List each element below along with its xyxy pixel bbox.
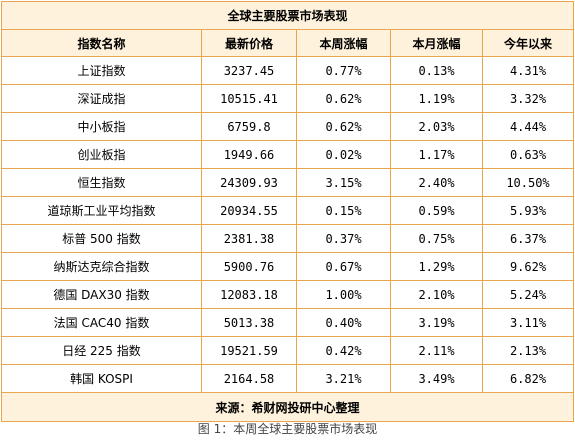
latest-price-cell: 10515.41 [201, 84, 297, 113]
table-row: 德国 DAX30 指数 12083.18 1.00% 2.10% 5.24% [1, 280, 574, 309]
ytd-change-cell: 3.11% [482, 308, 574, 337]
month-change-cell: 1.19% [390, 84, 483, 113]
table-source-note: 来源：希财网投研中心整理 [1, 392, 574, 422]
month-change-cell: 1.17% [390, 140, 483, 169]
header-week-change: 本周涨幅 [296, 29, 391, 57]
table-row: 道琼斯工业平均指数 20934.55 0.15% 0.59% 5.93% [1, 196, 574, 225]
index-name-cell: 德国 DAX30 指数 [1, 280, 202, 309]
index-name-cell: 日经 225 指数 [1, 336, 202, 365]
latest-price-cell: 1949.66 [201, 140, 297, 169]
week-change-cell: 0.40% [296, 308, 391, 337]
month-change-cell: 2.11% [390, 336, 483, 365]
ytd-change-cell: 5.93% [482, 196, 574, 225]
header-ytd-change: 今年以来 [482, 29, 574, 57]
month-change-cell: 2.40% [390, 168, 483, 197]
latest-price-cell: 3237.45 [201, 56, 297, 85]
market-table-container: 全球主要股票市场表现 指数名称 最新价格 本周涨幅 本月涨幅 今年以来 上证指数… [1, 1, 574, 422]
ytd-change-cell: 4.44% [482, 112, 574, 141]
month-change-cell: 0.75% [390, 224, 483, 253]
latest-price-cell: 24309.93 [201, 168, 297, 197]
ytd-change-cell: 6.37% [482, 224, 574, 253]
index-name-cell: 纳斯达克综合指数 [1, 252, 202, 281]
header-month-change: 本月涨幅 [390, 29, 483, 57]
table-row: 纳斯达克综合指数 5900.76 0.67% 1.29% 9.62% [1, 252, 574, 281]
ytd-change-cell: 6.82% [482, 364, 574, 393]
week-change-cell: 3.21% [296, 364, 391, 393]
index-name-cell: 恒生指数 [1, 168, 202, 197]
month-change-cell: 2.03% [390, 112, 483, 141]
ytd-change-cell: 9.62% [482, 252, 574, 281]
week-change-cell: 0.62% [296, 84, 391, 113]
month-change-cell: 0.59% [390, 196, 483, 225]
index-name-cell: 中小板指 [1, 112, 202, 141]
week-change-cell: 3.15% [296, 168, 391, 197]
ytd-change-cell: 3.32% [482, 84, 574, 113]
index-name-cell: 韩国 KOSPI [1, 364, 202, 393]
latest-price-cell: 5900.76 [201, 252, 297, 281]
index-name-cell: 道琼斯工业平均指数 [1, 196, 202, 225]
month-change-cell: 0.13% [390, 56, 483, 85]
latest-price-cell: 20934.55 [201, 196, 297, 225]
ytd-change-cell: 2.13% [482, 336, 574, 365]
index-name-cell: 标普 500 指数 [1, 224, 202, 253]
latest-price-cell: 2381.38 [201, 224, 297, 253]
market-performance-table: 全球主要股票市场表现 指数名称 最新价格 本周涨幅 本月涨幅 今年以来 上证指数… [1, 1, 574, 422]
header-latest-price: 最新价格 [201, 29, 297, 57]
month-change-cell: 1.29% [390, 252, 483, 281]
week-change-cell: 0.37% [296, 224, 391, 253]
ytd-change-cell: 0.63% [482, 140, 574, 169]
ytd-change-cell: 5.24% [482, 280, 574, 309]
table-row: 创业板指 1949.66 0.02% 1.17% 0.63% [1, 140, 574, 169]
table-row: 上证指数 3237.45 0.77% 0.13% 4.31% [1, 56, 574, 85]
index-name-cell: 创业板指 [1, 140, 202, 169]
month-change-cell: 3.49% [390, 364, 483, 393]
month-change-cell: 3.19% [390, 308, 483, 337]
index-name-cell: 法国 CAC40 指数 [1, 308, 202, 337]
figure-caption: 图 1：本周全球主要股票市场表现 [197, 422, 378, 436]
table-row: 深证成指 10515.41 0.62% 1.19% 3.32% [1, 84, 574, 113]
week-change-cell: 0.02% [296, 140, 391, 169]
header-index-name: 指数名称 [1, 29, 202, 57]
week-change-cell: 0.42% [296, 336, 391, 365]
latest-price-cell: 6759.8 [201, 112, 297, 141]
index-name-cell: 深证成指 [1, 84, 202, 113]
week-change-cell: 0.77% [296, 56, 391, 85]
table-row: 韩国 KOSPI 2164.58 3.21% 3.49% 6.82% [1, 364, 574, 393]
latest-price-cell: 12083.18 [201, 280, 297, 309]
latest-price-cell: 19521.59 [201, 336, 297, 365]
week-change-cell: 1.00% [296, 280, 391, 309]
week-change-cell: 0.67% [296, 252, 391, 281]
ytd-change-cell: 10.50% [482, 168, 574, 197]
week-change-cell: 0.15% [296, 196, 391, 225]
week-change-cell: 0.62% [296, 112, 391, 141]
table-row: 标普 500 指数 2381.38 0.37% 0.75% 6.37% [1, 224, 574, 253]
index-name-cell: 上证指数 [1, 56, 202, 85]
ytd-change-cell: 4.31% [482, 56, 574, 85]
table-row: 法国 CAC40 指数 5013.38 0.40% 3.19% 3.11% [1, 308, 574, 337]
latest-price-cell: 5013.38 [201, 308, 297, 337]
latest-price-cell: 2164.58 [201, 364, 297, 393]
table-title: 全球主要股票市场表现 [1, 1, 574, 30]
table-row: 恒生指数 24309.93 3.15% 2.40% 10.50% [1, 168, 574, 197]
table-row: 日经 225 指数 19521.59 0.42% 2.11% 2.13% [1, 336, 574, 365]
table-row: 中小板指 6759.8 0.62% 2.03% 4.44% [1, 112, 574, 141]
month-change-cell: 2.10% [390, 280, 483, 309]
